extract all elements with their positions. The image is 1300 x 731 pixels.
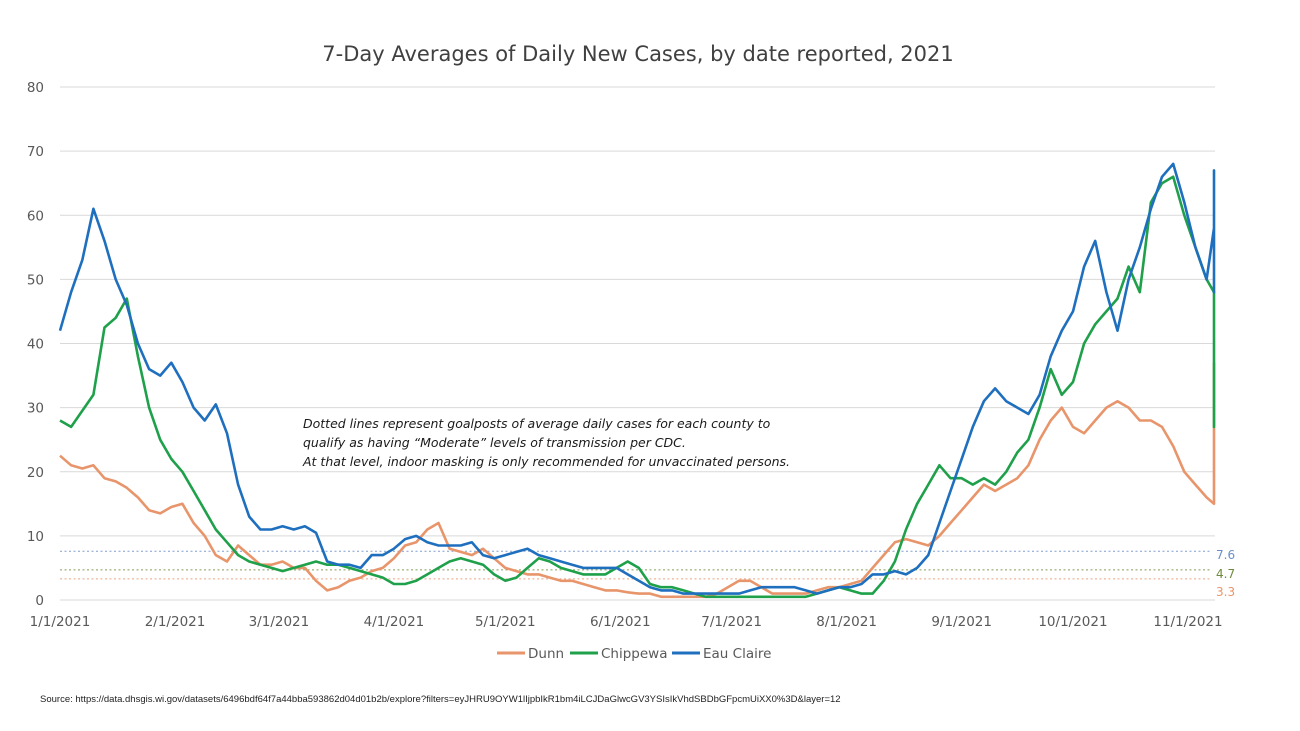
legend-label: Eau Claire — [703, 646, 771, 662]
y-axis-ticks: 0 10 20 30 40 50 60 70 80 — [27, 80, 44, 609]
legend-item-dunn: Dunn — [497, 646, 564, 662]
x-tick-label: 6/1/2021 — [590, 614, 651, 630]
goal-label: 3.3 — [1216, 585, 1235, 599]
series-line-dunn — [59, 362, 1216, 599]
x-tick-label: 8/1/2021 — [816, 614, 877, 630]
y-tick-label: 40 — [27, 337, 44, 353]
annotation-line-1: Dotted lines represent goalposts of aver… — [303, 416, 771, 431]
y-tick-label: 50 — [27, 272, 44, 288]
series-line-eau-claire — [58, 162, 1216, 595]
y-tick-label: 20 — [27, 465, 44, 481]
y-tick-label: 80 — [27, 80, 44, 96]
annotation-note: Dotted lines represent goalposts of aver… — [302, 416, 790, 469]
goal-label: 7.6 — [1216, 548, 1235, 562]
gridlines — [60, 86, 1215, 601]
y-tick-label: 70 — [27, 144, 44, 160]
x-axis-ticks: 1/1/2021 2/1/2021 3/1/2021 4/1/2021 5/1/2021… — [30, 614, 1223, 630]
legend-item-chippewa: Chippewa — [570, 646, 668, 662]
legend-item-eau-claire: Eau Claire — [672, 646, 771, 662]
x-tick-label: 7/1/2021 — [701, 614, 762, 630]
source-note: Source: https://data.dhsgis.wi.gov/datas… — [40, 694, 841, 705]
x-tick-label: 5/1/2021 — [475, 614, 536, 630]
x-tick-label: 2/1/2021 — [145, 614, 206, 630]
chart-title: 7-Day Averages of Daily New Cases, by da… — [322, 42, 953, 66]
legend: Dunn Chippewa Eau Claire — [497, 646, 771, 662]
goal-lines: 7.6 4.7 3.3 — [60, 548, 1235, 599]
x-tick-label: 11/1/2021 — [1153, 614, 1222, 630]
y-tick-label: 0 — [35, 593, 44, 609]
y-tick-label: 10 — [27, 529, 44, 545]
x-tick-label: 4/1/2021 — [364, 614, 425, 630]
goal-label: 4.7 — [1216, 567, 1235, 581]
x-tick-label: 1/1/2021 — [30, 614, 91, 630]
legend-label: Dunn — [528, 646, 564, 662]
legend-label: Chippewa — [601, 646, 668, 662]
y-tick-label: 30 — [27, 401, 44, 417]
series-lines — [58, 162, 1216, 599]
annotation-line-2: qualify as having “Moderate” levels of t… — [303, 435, 686, 450]
x-tick-label: 9/1/2021 — [931, 614, 992, 630]
y-tick-label: 60 — [27, 208, 44, 224]
x-tick-label: 10/1/2021 — [1038, 614, 1107, 630]
annotation-line-3: At that level, indoor masking is only re… — [302, 454, 790, 469]
x-tick-label: 3/1/2021 — [249, 614, 310, 630]
